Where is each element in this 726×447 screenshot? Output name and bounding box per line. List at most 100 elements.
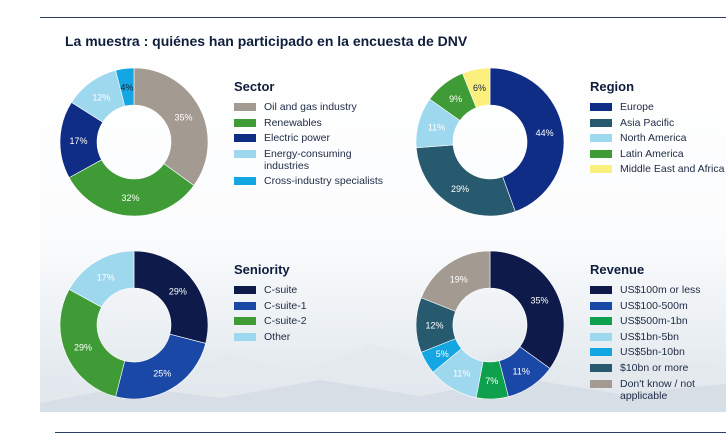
slice-value-label: 11% <box>428 123 445 133</box>
legend-item: Energy-consuming industries <box>234 148 384 172</box>
legend-item: Cross-industry specialists <box>234 175 384 187</box>
legend-item: Europe <box>590 101 726 113</box>
legend-label: Don't know / not applicable <box>620 377 695 402</box>
legend-item: Other <box>234 331 384 343</box>
revenue-legend-title: Revenue <box>590 262 645 277</box>
seniority-legend-title: Seniority <box>234 262 290 277</box>
slice-value-label: 35% <box>530 295 548 305</box>
legend-swatch <box>234 103 256 111</box>
slice-value-label: 9% <box>449 94 462 104</box>
slice-value-label: 4% <box>121 82 134 92</box>
legend-swatch <box>590 348 612 357</box>
legend-swatch <box>590 149 612 158</box>
donut-slice <box>420 251 491 312</box>
donut-slice <box>462 68 491 109</box>
donut-slice <box>133 68 208 186</box>
legend-label: US$100-500m <box>620 299 688 312</box>
legend-label: Asia Pacific <box>620 116 675 129</box>
donut-slice <box>115 68 135 107</box>
mountain-backdrop <box>40 344 726 412</box>
legend-label: Europe <box>620 101 654 113</box>
legend-swatch <box>234 134 256 143</box>
legend-label: Renewables <box>264 116 322 129</box>
legend-item: C-suite-1 <box>234 300 384 312</box>
slice-value-label: 29% <box>169 286 187 296</box>
legend-item: Latin America <box>590 148 726 160</box>
legend-item: Don't know / not applicable <box>590 378 726 402</box>
legend-item: Electric power <box>234 132 384 144</box>
region-donut-chart: 44% 29% 11% 9% 6% <box>416 68 564 216</box>
slice-value-label: 12% <box>92 93 110 103</box>
legend-item: US$100-500m <box>590 300 726 312</box>
slice-value-label: 12% <box>425 321 443 331</box>
donut-slice <box>68 159 195 216</box>
legend-label: US$500m-1bn <box>620 315 688 328</box>
slice-value-label: 7% <box>485 376 498 386</box>
slice-value-label: 29% <box>451 184 469 194</box>
legend-item: Middle East and Africa <box>590 163 726 175</box>
legend-swatch <box>590 286 612 294</box>
slice-value-label: 17% <box>70 136 88 146</box>
legend-label: C-suite-2 <box>264 315 307 328</box>
page-title: La muestra : quiénes han participado en … <box>65 33 468 49</box>
legend-item: Asia Pacific <box>590 117 726 129</box>
legend-item: US$1bn-5bn <box>590 331 726 343</box>
legend-item: US$100m or less <box>590 284 726 296</box>
slice-value-label: 6% <box>473 83 486 93</box>
slice-value-label: 19% <box>450 275 468 285</box>
legend-swatch <box>234 301 256 310</box>
legend-swatch <box>590 165 612 174</box>
donut-slice <box>133 251 208 344</box>
sector-donut-chart: 35% 32% 17% 12% 4% <box>60 68 208 216</box>
legend-label: North America <box>620 132 687 145</box>
legend-item: US$500m-1bn <box>590 315 726 327</box>
legend-swatch <box>234 286 256 294</box>
region-legend: Region Europe Asia Pacific North America… <box>590 79 726 179</box>
slice-value-label: 17% <box>97 273 115 283</box>
legend-item: North America <box>590 132 726 144</box>
legend-label: US$100m or less <box>620 284 701 296</box>
legend-swatch <box>590 301 612 310</box>
legend-item: $10bn or more <box>590 362 726 374</box>
top-rule <box>40 17 726 18</box>
legend-swatch <box>590 332 612 341</box>
slice-value-label: 11% <box>513 366 530 376</box>
slice-value-label: 44% <box>536 128 554 138</box>
legend-label: Energy-consuming industries <box>264 147 352 172</box>
legend-swatch <box>234 149 256 158</box>
legend-swatch <box>590 134 612 143</box>
legend-label: US$1bn-5bn <box>620 330 679 343</box>
donut-slice <box>115 333 207 399</box>
donut-slice <box>60 288 126 398</box>
legend-item: Renewables <box>234 117 384 129</box>
legend-swatch <box>590 103 612 111</box>
legend-label: C-suite <box>264 284 298 296</box>
slice-value-label: 11% <box>453 368 470 378</box>
legend-label: US$5bn-10bn <box>620 346 685 359</box>
legend-item: C-suite <box>234 284 384 296</box>
legend-label: C-suite-1 <box>264 299 307 312</box>
seniority-legend: Seniority C-suite C-suite-1 C-suite-2 Ot… <box>234 262 384 346</box>
donut-slice <box>489 68 564 212</box>
legend-swatch <box>234 177 256 186</box>
legend-label: Electric power <box>264 132 330 145</box>
legend-label: Cross-industry specialists <box>264 175 384 188</box>
slice-value-label: 35% <box>174 112 192 122</box>
legend-swatch <box>590 118 612 127</box>
legend-swatch <box>234 332 256 341</box>
revenue-donut-chart: 35% 11% 7% 11% 5% 12% 19% <box>416 251 564 399</box>
slice-value-label: 25% <box>153 368 171 378</box>
slice-value-label: 32% <box>122 193 140 203</box>
legend-label: Latin America <box>620 147 684 160</box>
legend-swatch <box>234 118 256 127</box>
legend-label: Middle East and Africa <box>620 163 725 176</box>
revenue-legend: Revenue US$100m or less US$100-500m US$5… <box>590 262 726 405</box>
legend-item: US$5bn-10bn <box>590 346 726 358</box>
legend-swatch <box>234 317 256 326</box>
bottom-rule <box>55 432 726 433</box>
legend-label: Oil and gas industry <box>264 101 357 113</box>
sector-legend-title: Sector <box>234 79 275 94</box>
legend-swatch <box>590 379 612 388</box>
legend-label: $10bn or more <box>620 361 689 374</box>
donut-slice <box>489 251 564 369</box>
